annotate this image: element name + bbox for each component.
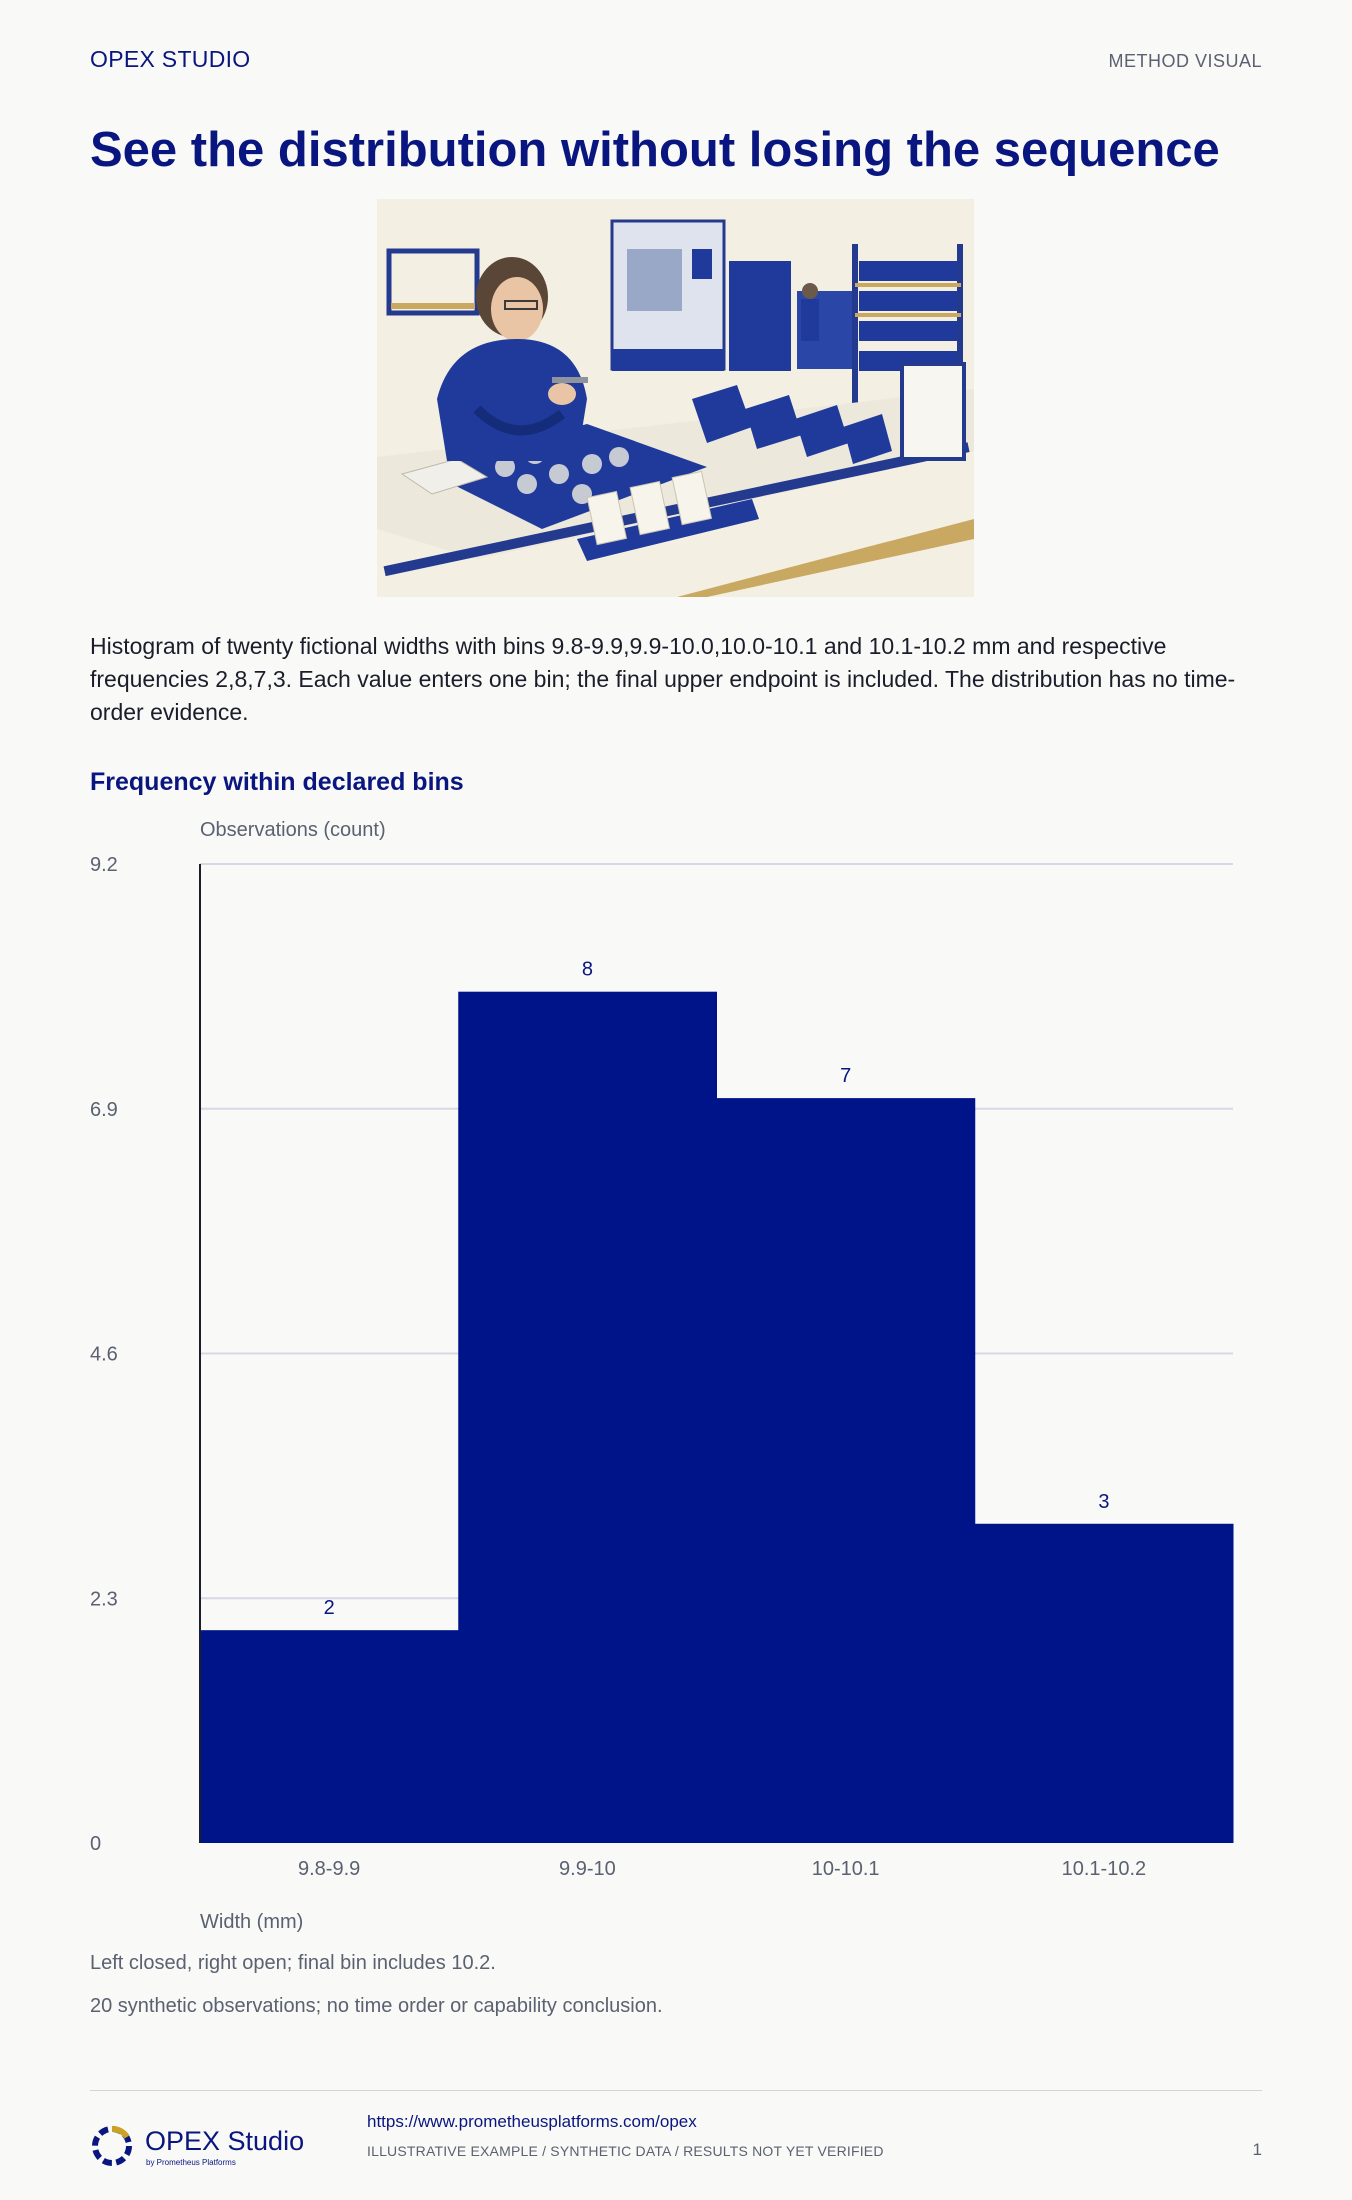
chart-labels: 0 2.3 4.6 6.9 9.2 2 9.8-9.9 8 9.9-10 7 10-10.1 3 10.… [90,854,1146,1880]
x-axis-title: Width (mm) [200,1911,303,1933]
page-title: See the distribution without losing the … [90,123,1220,177]
x-tick-label: 10.1-10.2 [1062,1858,1147,1880]
bar-value-label: 3 [1098,1491,1109,1513]
x-tick-label: 10-10.1 [812,1858,880,1880]
y-axis-title: Observations (count) [200,819,386,841]
bin-rule-note: Left closed, right open; final bin inclu… [90,1952,496,1974]
y-tick-label: 9.2 [90,854,118,876]
footer-logo-name: OPEX Studio [145,2126,305,2156]
footer-logo-sub: by Prometheus Platforms [146,2158,236,2167]
y-tick-label: 0 [90,1833,101,1855]
y-tick-label: 6.9 [90,1099,118,1121]
page-number: 1 [1252,2140,1262,2159]
footer-divider [90,2090,1262,2091]
section-kicker: METHOD VISUAL [1108,51,1262,71]
footer-url[interactable]: https://www.prometheusplatforms.com/opex [367,2112,697,2131]
y-tick-label: 4.6 [90,1344,118,1366]
brand-name: OPEX STUDIO [90,46,251,72]
data-note: 20 synthetic observations; no time order… [90,1995,663,2017]
histogram-chart: 0 2.3 4.6 6.9 9.2 2 9.8-9.9 8 9.9-10 7 10-10.1 3 10.… [90,819,1234,1933]
workshop-inspection-illustration [377,199,974,597]
bar-value-label: 8 [582,959,593,981]
x-tick-label: 9.9-10 [559,1858,616,1880]
opex-logo-icon [92,2126,132,2166]
histogram-bar [974,1523,1234,1843]
histogram-bars [200,991,1234,1843]
chart-description: Histogram of twenty fictional widths wit… [90,633,1236,725]
bar-value-label: 2 [324,1597,335,1619]
histogram-bar [200,1630,459,1843]
chart-title: Frequency within declared bins [90,768,464,796]
bar-value-label: 7 [840,1065,851,1087]
y-tick-label: 2.3 [90,1588,118,1610]
x-tick-label: 9.8-9.9 [298,1858,360,1880]
histogram-bar [458,991,717,1843]
histogram-bar [716,1098,976,1843]
footer-disclaimer: ILLUSTRATIVE EXAMPLE / SYNTHETIC DATA / … [367,2143,884,2159]
